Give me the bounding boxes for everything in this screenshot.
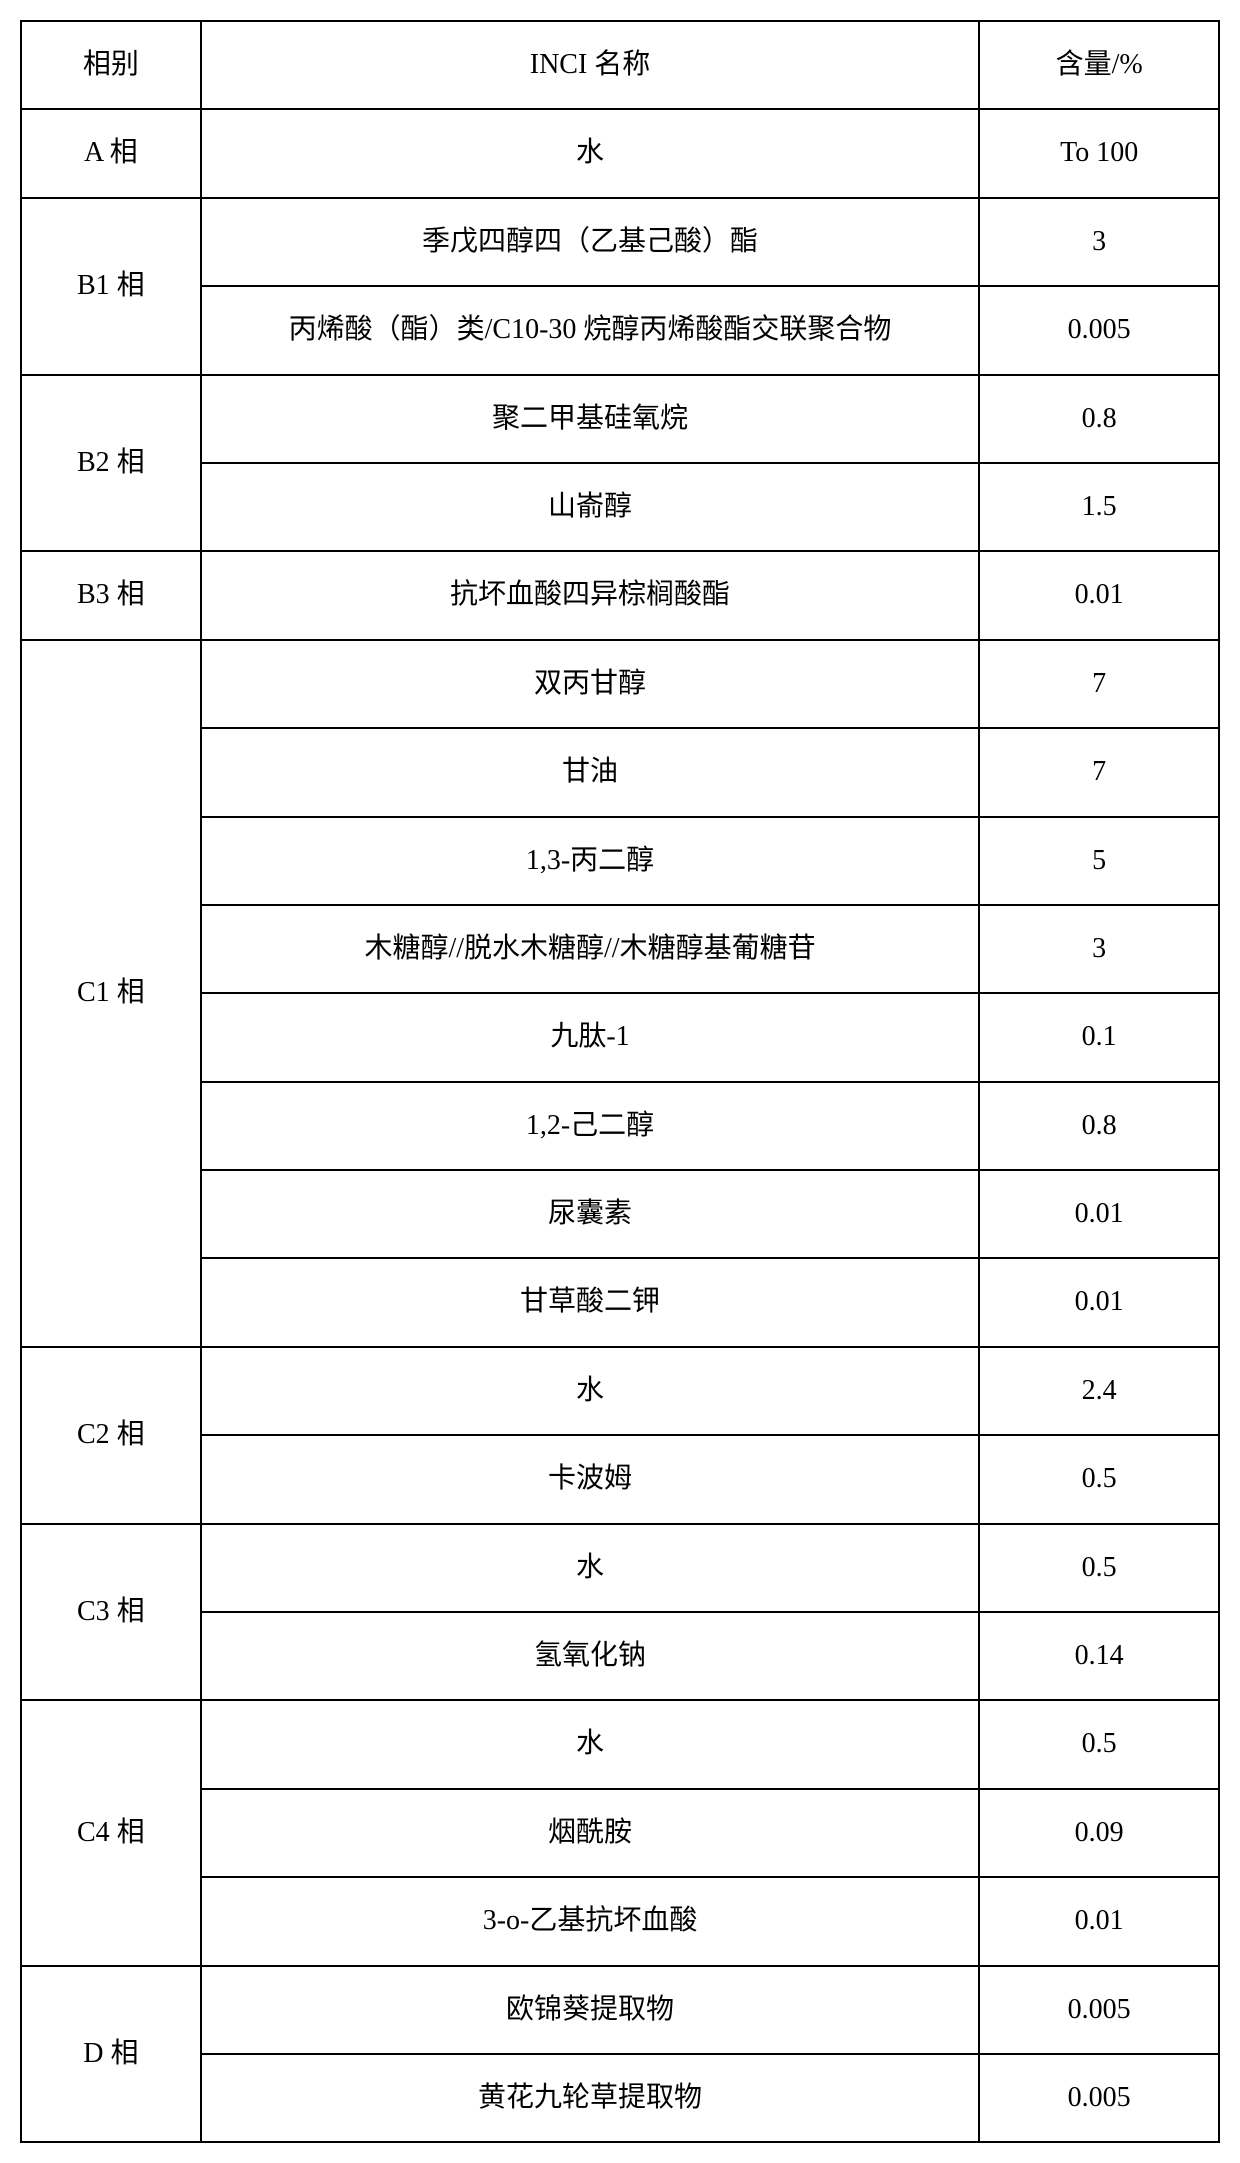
table-row: 尿囊素0.01 <box>21 1170 1219 1258</box>
formula-table: 相别INCI 名称含量/%A 相水To 100B1 相季戊四醇四（乙基己酸）酯3… <box>20 20 1220 2143</box>
amount-cell: 0.1 <box>979 993 1219 1081</box>
amount-cell: 3 <box>979 905 1219 993</box>
phase-cell: C1 相 <box>21 640 201 1347</box>
inci-name-cell: 1,2-己二醇 <box>201 1082 980 1170</box>
amount-cell: 0.8 <box>979 1082 1219 1170</box>
table-row: 甘油7 <box>21 728 1219 816</box>
inci-name-cell: 氢氧化钠 <box>201 1612 980 1700</box>
amount-cell: 7 <box>979 640 1219 728</box>
inci-name-cell: 山嵛醇 <box>201 463 980 551</box>
table-row: 甘草酸二钾0.01 <box>21 1258 1219 1346</box>
table-row: 烟酰胺0.09 <box>21 1789 1219 1877</box>
amount-cell: 0.8 <box>979 375 1219 463</box>
table-row: B2 相聚二甲基硅氧烷0.8 <box>21 375 1219 463</box>
phase-cell: C2 相 <box>21 1347 201 1524</box>
amount-cell: 0.14 <box>979 1612 1219 1700</box>
inci-name-cell: 季戊四醇四（乙基己酸）酯 <box>201 198 980 286</box>
column-header: INCI 名称 <box>201 21 980 109</box>
table-row: 木糖醇//脱水木糖醇//木糖醇基葡糖苷3 <box>21 905 1219 993</box>
inci-name-cell: 卡波姆 <box>201 1435 980 1523</box>
inci-name-cell: 木糖醇//脱水木糖醇//木糖醇基葡糖苷 <box>201 905 980 993</box>
table-row: B1 相季戊四醇四（乙基己酸）酯3 <box>21 198 1219 286</box>
table-row: 1,3-丙二醇5 <box>21 817 1219 905</box>
inci-name-cell: 尿囊素 <box>201 1170 980 1258</box>
amount-cell: 0.5 <box>979 1435 1219 1523</box>
inci-name-cell: 双丙甘醇 <box>201 640 980 728</box>
amount-cell: 0.01 <box>979 551 1219 639</box>
amount-cell: 1.5 <box>979 463 1219 551</box>
inci-name-cell: 水 <box>201 109 980 197</box>
inci-name-cell: 水 <box>201 1700 980 1788</box>
table-row: B3 相抗坏血酸四异棕榈酸酯0.01 <box>21 551 1219 639</box>
amount-cell: To 100 <box>979 109 1219 197</box>
amount-cell: 5 <box>979 817 1219 905</box>
amount-cell: 0.01 <box>979 1170 1219 1258</box>
amount-cell: 3 <box>979 198 1219 286</box>
phase-cell: B3 相 <box>21 551 201 639</box>
table-row: 九肽-10.1 <box>21 993 1219 1081</box>
amount-cell: 0.5 <box>979 1524 1219 1612</box>
phase-cell: C4 相 <box>21 1700 201 1965</box>
table-row: 3-o-乙基抗坏血酸0.01 <box>21 1877 1219 1965</box>
column-header: 含量/% <box>979 21 1219 109</box>
inci-name-cell: 3-o-乙基抗坏血酸 <box>201 1877 980 1965</box>
amount-cell: 0.5 <box>979 1700 1219 1788</box>
amount-cell: 0.005 <box>979 286 1219 374</box>
amount-cell: 2.4 <box>979 1347 1219 1435</box>
table-row: 1,2-己二醇0.8 <box>21 1082 1219 1170</box>
amount-cell: 7 <box>979 728 1219 816</box>
phase-cell: B2 相 <box>21 375 201 552</box>
amount-cell: 0.09 <box>979 1789 1219 1877</box>
table-header: 相别INCI 名称含量/% <box>21 21 1219 109</box>
table-row: C3 相水0.5 <box>21 1524 1219 1612</box>
table-row: 丙烯酸（酯）类/C10-30 烷醇丙烯酸酯交联聚合物0.005 <box>21 286 1219 374</box>
amount-cell: 0.01 <box>979 1877 1219 1965</box>
table-row: 卡波姆0.5 <box>21 1435 1219 1523</box>
table-row: C2 相水2.4 <box>21 1347 1219 1435</box>
table-row: 氢氧化钠0.14 <box>21 1612 1219 1700</box>
inci-name-cell: 丙烯酸（酯）类/C10-30 烷醇丙烯酸酯交联聚合物 <box>201 286 980 374</box>
phase-cell: C3 相 <box>21 1524 201 1701</box>
inci-name-cell: 聚二甲基硅氧烷 <box>201 375 980 463</box>
amount-cell: 0.01 <box>979 1258 1219 1346</box>
inci-name-cell: 水 <box>201 1524 980 1612</box>
inci-name-cell: 甘草酸二钾 <box>201 1258 980 1346</box>
inci-name-cell: 黄花九轮草提取物 <box>201 2054 980 2142</box>
table-row: 山嵛醇1.5 <box>21 463 1219 551</box>
inci-name-cell: 欧锦葵提取物 <box>201 1966 980 2054</box>
inci-name-cell: 抗坏血酸四异棕榈酸酯 <box>201 551 980 639</box>
amount-cell: 0.005 <box>979 1966 1219 2054</box>
inci-name-cell: 甘油 <box>201 728 980 816</box>
inci-name-cell: 烟酰胺 <box>201 1789 980 1877</box>
table-row: C4 相水0.5 <box>21 1700 1219 1788</box>
inci-name-cell: 九肽-1 <box>201 993 980 1081</box>
table-row: A 相水To 100 <box>21 109 1219 197</box>
amount-cell: 0.005 <box>979 2054 1219 2142</box>
table-row: 黄花九轮草提取物0.005 <box>21 2054 1219 2142</box>
table-row: D 相欧锦葵提取物0.005 <box>21 1966 1219 2054</box>
phase-cell: A 相 <box>21 109 201 197</box>
phase-cell: B1 相 <box>21 198 201 375</box>
table-row: C1 相双丙甘醇7 <box>21 640 1219 728</box>
inci-name-cell: 1,3-丙二醇 <box>201 817 980 905</box>
column-header: 相别 <box>21 21 201 109</box>
inci-name-cell: 水 <box>201 1347 980 1435</box>
phase-cell: D 相 <box>21 1966 201 2143</box>
